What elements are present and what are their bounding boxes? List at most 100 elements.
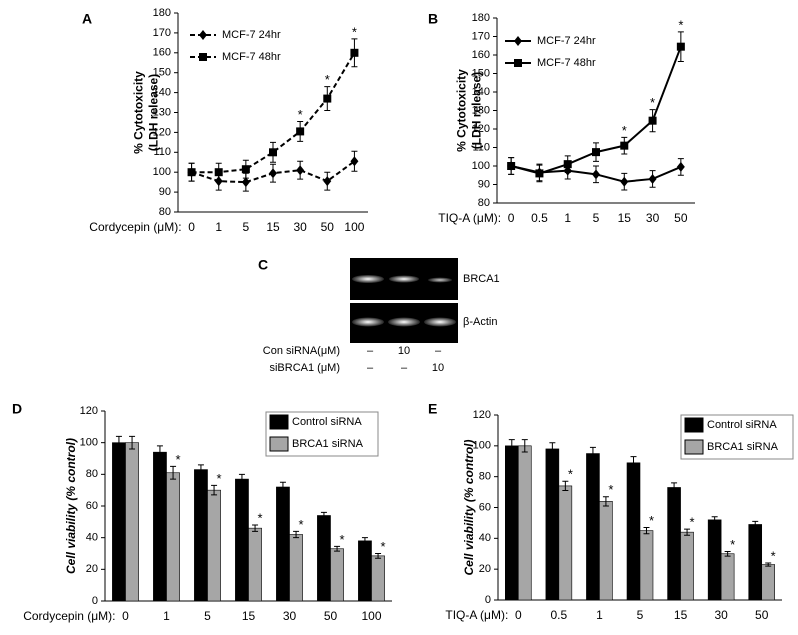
significance: * bbox=[381, 539, 386, 554]
legend-label: Control siRNA bbox=[292, 416, 362, 428]
error-bar bbox=[115, 435, 122, 450]
y-tick-label: 140 bbox=[153, 87, 171, 99]
y-tick-label: 0 bbox=[92, 595, 98, 607]
legend-marker bbox=[514, 36, 522, 46]
bar bbox=[276, 486, 290, 602]
error-bar bbox=[549, 442, 556, 456]
x-tick-label: 0 bbox=[508, 211, 515, 225]
y-tick-label: 150 bbox=[472, 67, 490, 79]
error-bar bbox=[589, 446, 596, 461]
y-tick-label: 180 bbox=[153, 7, 171, 19]
marker bbox=[296, 165, 305, 176]
y-axis-label: % Cytotoxicity bbox=[455, 69, 469, 152]
bar bbox=[586, 453, 600, 601]
error-bar bbox=[643, 527, 650, 535]
band bbox=[352, 275, 384, 283]
y-tick-label: 40 bbox=[479, 532, 491, 544]
row-value: – bbox=[435, 345, 442, 357]
error-bar bbox=[156, 445, 163, 459]
x-tick-label: 100 bbox=[361, 609, 381, 623]
x-tick-label: 1 bbox=[564, 211, 571, 225]
x-tick-label: 15 bbox=[266, 220, 280, 234]
marker bbox=[350, 156, 359, 167]
y-tick-label: 120 bbox=[472, 123, 490, 135]
bar bbox=[680, 531, 694, 601]
y-tick-label: 120 bbox=[80, 405, 98, 417]
bar bbox=[289, 534, 303, 602]
bar bbox=[112, 442, 126, 602]
bar bbox=[626, 462, 641, 601]
x-tick-label: 100 bbox=[344, 220, 364, 234]
marker bbox=[648, 116, 657, 125]
marker bbox=[187, 168, 196, 177]
bar bbox=[207, 489, 221, 602]
bar bbox=[720, 553, 735, 601]
x-axis-label: TIQ-A (μM): bbox=[445, 608, 508, 622]
bar bbox=[517, 445, 532, 601]
marker bbox=[592, 148, 600, 157]
legend-swatch bbox=[269, 414, 289, 430]
marker bbox=[269, 168, 277, 179]
legend-label: MCF-7 24hr bbox=[222, 29, 281, 41]
y-tick-label: 90 bbox=[159, 186, 171, 198]
band bbox=[389, 275, 419, 283]
bar bbox=[166, 472, 180, 602]
panel-label: E bbox=[428, 401, 437, 417]
blot-panel: C BRCA1 β-Actin Con siRNA(μM) – 10 – siB… bbox=[258, 257, 500, 374]
marker bbox=[323, 176, 332, 187]
legend-swatch bbox=[269, 436, 289, 452]
error-bar bbox=[521, 439, 528, 453]
marker bbox=[296, 127, 305, 136]
significance: * bbox=[298, 107, 303, 122]
error-bar bbox=[279, 481, 286, 493]
x-tick-label: 5 bbox=[204, 609, 211, 623]
x-tick-label: 50 bbox=[674, 211, 688, 225]
band-label: BRCA1 bbox=[463, 273, 500, 285]
bar bbox=[317, 515, 331, 602]
error-bar bbox=[293, 530, 300, 539]
band bbox=[388, 317, 420, 327]
x-tick-label: 50 bbox=[755, 608, 769, 622]
error-bar bbox=[711, 516, 718, 524]
y-tick-label: 80 bbox=[86, 468, 98, 480]
significance: * bbox=[176, 452, 181, 467]
row-label: Con siRNA(μM) bbox=[263, 345, 340, 357]
x-tick-label: 0 bbox=[515, 608, 522, 622]
x-tick-label: 0 bbox=[188, 220, 195, 234]
y-axis-label: Cell viability (% control) bbox=[462, 439, 476, 575]
legend-box bbox=[265, 411, 379, 457]
row-value: – bbox=[367, 345, 374, 357]
y-tick-label: 180 bbox=[472, 12, 490, 24]
bar bbox=[761, 564, 775, 601]
legend-box bbox=[680, 414, 794, 460]
error-bar bbox=[334, 545, 341, 552]
row-value: 10 bbox=[432, 362, 444, 374]
y-axis-label: (LDH release) bbox=[147, 74, 161, 151]
y-tick-label: 40 bbox=[86, 532, 98, 544]
significance: * bbox=[649, 513, 654, 528]
y-tick-label: 110 bbox=[153, 146, 171, 158]
legend-marker bbox=[199, 30, 207, 40]
error-bar bbox=[129, 435, 136, 450]
bar bbox=[235, 478, 249, 602]
x-tick-label: 30 bbox=[283, 609, 297, 623]
y-tick-label: 160 bbox=[472, 49, 490, 61]
bar bbox=[125, 442, 139, 602]
bar bbox=[330, 548, 344, 602]
y-tick-label: 130 bbox=[153, 106, 171, 118]
significance: * bbox=[340, 532, 345, 547]
error-bar bbox=[252, 524, 259, 532]
error-bar bbox=[197, 464, 204, 475]
y-tick-label: 100 bbox=[472, 160, 490, 172]
marker bbox=[350, 48, 359, 57]
bar bbox=[194, 469, 208, 602]
row-value: 10 bbox=[398, 345, 410, 357]
error-bar bbox=[602, 496, 609, 507]
y-tick-label: 0 bbox=[485, 594, 491, 606]
error-bar bbox=[630, 456, 637, 470]
y-tick-label: 120 bbox=[473, 409, 491, 421]
bar bbox=[248, 527, 262, 602]
y-tick-label: 100 bbox=[473, 440, 491, 452]
